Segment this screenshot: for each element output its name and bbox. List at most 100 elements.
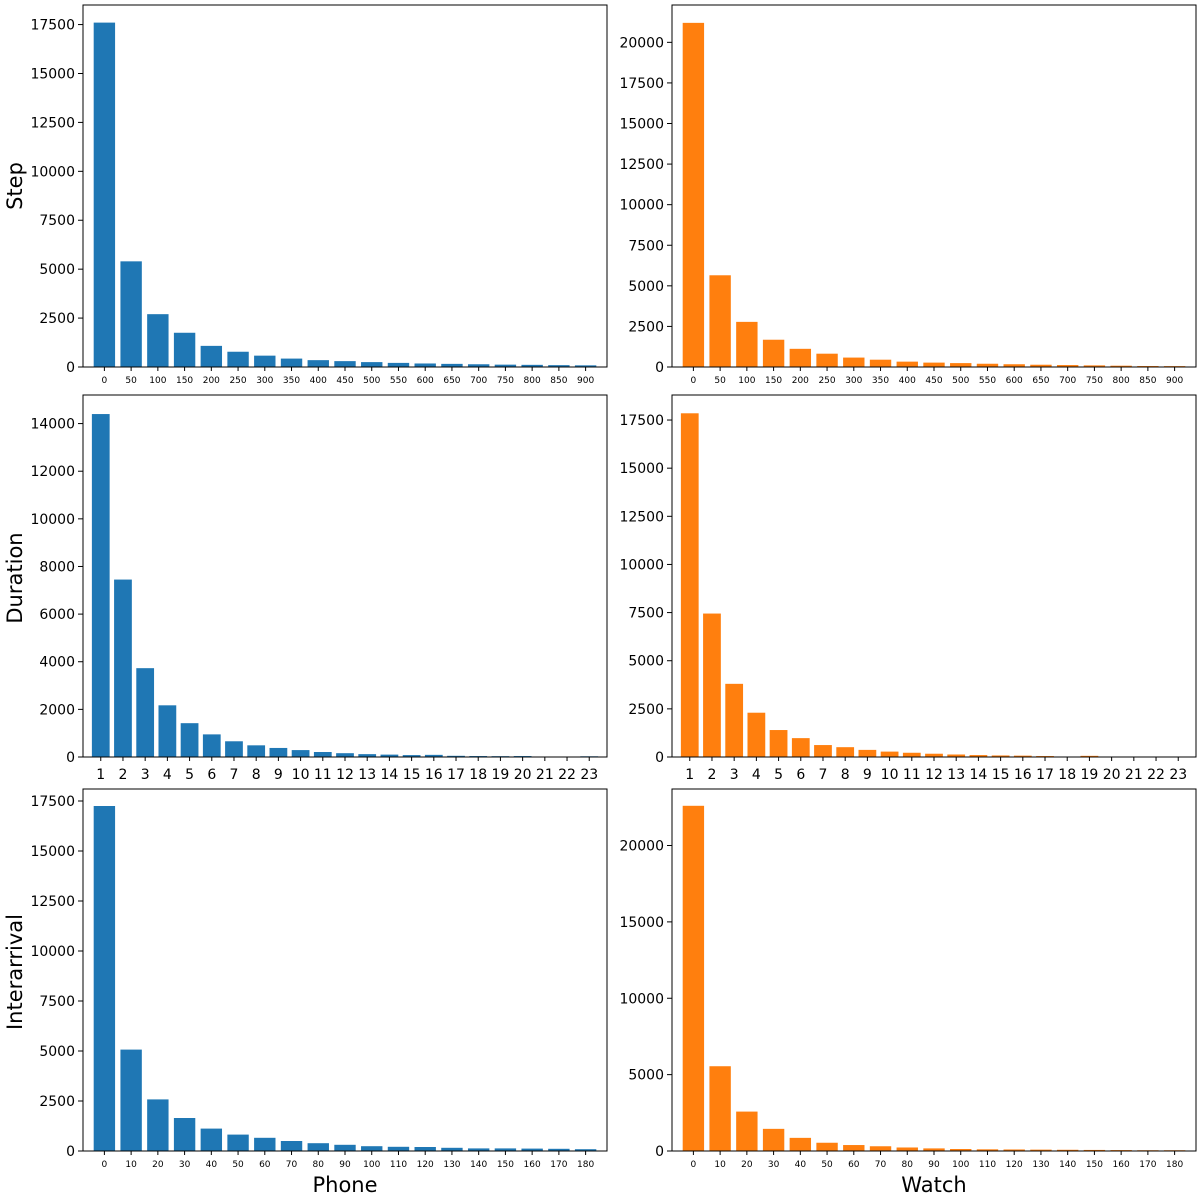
x-tick-label-interarrival-watch-0: 0: [691, 1160, 697, 1170]
bar-step-phone-450: [334, 361, 356, 367]
bar-interarrival-watch-50: [816, 1142, 838, 1151]
bar-interarrival-phone-0: [93, 806, 116, 1151]
x-tick-label-duration-phone-1: 1: [96, 767, 105, 783]
x-tick-label-duration-phone-21: 21: [536, 767, 554, 783]
x-tick-label-duration-watch-18: 18: [1058, 767, 1076, 783]
x-tick-label-duration-watch-16: 16: [1014, 767, 1032, 783]
y-tick-label-interarrival-phone-2500: 2500: [39, 1094, 75, 1110]
panel-step-phone: 0 2500 5000 7500 10000 12500 15000 17500 0 50 100 1…: [30, 4, 608, 386]
bar-step-phone-750: [494, 364, 517, 367]
bar-step-watch-150: [762, 339, 785, 367]
y-tick-label-step-watch-2500: 2500: [628, 319, 664, 335]
y-tick-label-duration-phone-14000: 14000: [30, 417, 75, 433]
x-tick-label-duration-watch-1: 1: [685, 767, 694, 783]
y-tick-label-duration-watch-12500: 12500: [619, 509, 664, 525]
x-tick-label-duration-phone-13: 13: [358, 767, 376, 783]
y-tick-label-step-watch-17500: 17500: [619, 76, 664, 92]
y-tick-label-duration-phone-6000: 6000: [39, 607, 75, 623]
y-tick-label-step-phone-2500: 2500: [39, 311, 75, 327]
x-tick-label-interarrival-watch-140: 140: [1059, 1160, 1076, 1170]
y-tick-label-step-watch-12500: 12500: [619, 157, 664, 173]
y-tick-label-duration-watch-17500: 17500: [619, 413, 664, 429]
row-label-duration: Duration: [3, 532, 27, 623]
axes-frame-duration-watch: [671, 394, 1197, 758]
bar-duration-watch-4: [747, 712, 766, 757]
x-tick-label-interarrival-phone-40: 40: [206, 1160, 218, 1170]
x-tick-label-interarrival-watch-10: 10: [714, 1160, 726, 1170]
bar-step-watch-200: [789, 348, 812, 367]
bar-step-watch-50: [709, 275, 731, 367]
bar-interarrival-watch-100: [950, 1149, 972, 1151]
x-tick-label-duration-phone-5: 5: [185, 767, 194, 783]
x-tick-label-step-watch-550: 550: [979, 376, 996, 386]
x-tick-label-duration-watch-7: 7: [819, 767, 828, 783]
bar-step-watch-700: [1056, 365, 1079, 367]
x-tick-label-step-phone-700: 700: [470, 376, 487, 386]
y-tick-label-interarrival-watch-15000: 15000: [619, 915, 664, 931]
x-tick-label-interarrival-phone-60: 60: [259, 1160, 271, 1170]
panel-step-watch: 0 2500 5000 7500 10000 12500 15000 17500 20000 0 5…: [619, 4, 1197, 386]
x-tick-label-duration-phone-4: 4: [163, 767, 172, 783]
bar-duration-phone-16: [424, 754, 443, 757]
bar-step-phone-500: [361, 362, 383, 367]
x-tick-label-interarrival-phone-100: 100: [363, 1160, 380, 1170]
y-tick-label-interarrival-phone-10000: 10000: [30, 944, 75, 960]
bar-duration-watch-9: [858, 749, 877, 757]
bar-duration-watch-2: [703, 613, 721, 757]
axes-frame-interarrival-watch: [671, 788, 1197, 1152]
bar-interarrival-phone-140: [467, 1148, 490, 1151]
bar-duration-phone-9: [269, 747, 288, 757]
x-tick-label-step-watch-450: 450: [925, 376, 942, 386]
bar-interarrival-watch-40: [789, 1137, 812, 1151]
y-tick-label-interarrival-phone-7500: 7500: [39, 994, 75, 1010]
bar-interarrival-phone-180: [574, 1149, 597, 1151]
bar-interarrival-watch-70: [869, 1146, 892, 1151]
x-tick-label-interarrival-watch-40: 40: [795, 1160, 807, 1170]
x-tick-label-duration-watch-23: 23: [1169, 767, 1187, 783]
bar-duration-watch-5: [769, 730, 788, 757]
x-tick-label-step-watch-350: 350: [872, 376, 889, 386]
x-tick-label-step-watch-50: 50: [714, 376, 726, 386]
x-tick-label-interarrival-phone-120: 120: [417, 1160, 434, 1170]
bar-step-watch-750: [1083, 365, 1106, 367]
x-tick-label-duration-watch-5: 5: [774, 767, 783, 783]
x-tick-label-step-watch-600: 600: [1006, 376, 1023, 386]
x-tick-label-interarrival-watch-120: 120: [1006, 1160, 1023, 1170]
x-tick-label-interarrival-phone-140: 140: [470, 1160, 487, 1170]
bar-interarrival-phone-80: [307, 1143, 329, 1151]
bar-interarrival-watch-130: [1030, 1149, 1052, 1151]
y-tick-label-step-watch-5000: 5000: [628, 279, 664, 295]
y-tick-label-duration-phone-4000: 4000: [39, 655, 75, 671]
bar-duration-watch-14: [969, 755, 988, 757]
bar-step-phone-300: [254, 355, 276, 367]
bar-interarrival-phone-110: [387, 1146, 410, 1151]
bar-interarrival-phone-120: [414, 1147, 436, 1151]
bar-duration-phone-2: [114, 579, 132, 757]
x-tick-label-interarrival-phone-130: 130: [443, 1160, 460, 1170]
y-tick-label-step-phone-7500: 7500: [39, 213, 75, 229]
x-tick-label-interarrival-watch-180: 180: [1166, 1160, 1183, 1170]
x-tick-label-step-phone-900: 900: [577, 376, 594, 386]
bar-interarrival-watch-120: [1003, 1149, 1025, 1151]
x-tick-label-step-watch-300: 300: [845, 376, 862, 386]
bar-duration-phone-14: [380, 754, 399, 757]
bar-duration-phone-11: [313, 752, 332, 757]
x-tick-label-interarrival-phone-180: 180: [577, 1160, 594, 1170]
x-tick-label-interarrival-watch-70: 70: [875, 1160, 887, 1170]
bar-interarrival-watch-150: [1083, 1149, 1106, 1151]
x-tick-label-duration-phone-14: 14: [380, 767, 398, 783]
x-tick-label-duration-phone-19: 19: [492, 767, 510, 783]
bar-duration-watch-10: [880, 751, 899, 757]
x-tick-label-interarrival-phone-150: 150: [497, 1160, 514, 1170]
x-tick-label-duration-phone-16: 16: [425, 767, 443, 783]
bar-step-watch-0: [682, 22, 705, 368]
bar-step-phone-50: [120, 261, 142, 367]
x-tick-label-step-watch-850: 850: [1139, 376, 1156, 386]
x-tick-label-interarrival-phone-80: 80: [313, 1160, 325, 1170]
y-tick-label-duration-watch-7500: 7500: [628, 606, 664, 622]
y-tick-label-duration-watch-10000: 10000: [619, 557, 664, 573]
y-tick-label-step-watch-20000: 20000: [619, 35, 664, 51]
bar-duration-watch-7: [814, 745, 832, 757]
